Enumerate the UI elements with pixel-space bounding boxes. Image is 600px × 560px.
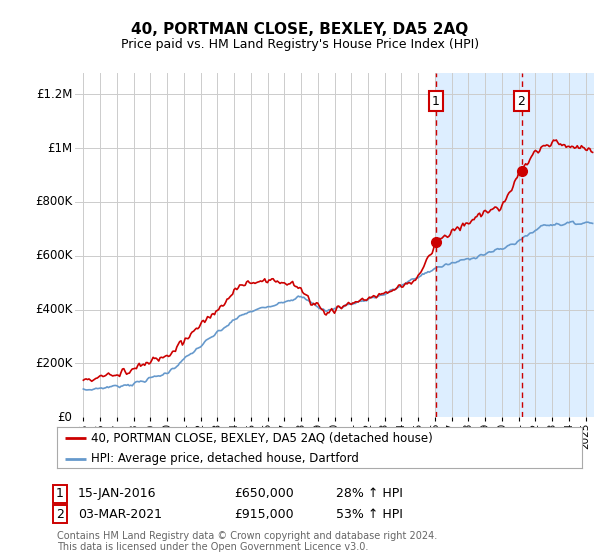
Text: £1.2M: £1.2M: [36, 88, 73, 101]
Text: 1: 1: [56, 487, 64, 501]
Text: £650,000: £650,000: [234, 487, 294, 501]
Text: 1: 1: [431, 95, 440, 108]
Text: £200K: £200K: [35, 357, 73, 370]
Text: £600K: £600K: [35, 249, 73, 262]
Text: 28% ↑ HPI: 28% ↑ HPI: [336, 487, 403, 501]
Text: 03-MAR-2021: 03-MAR-2021: [78, 507, 162, 521]
Text: Contains HM Land Registry data © Crown copyright and database right 2024.
This d: Contains HM Land Registry data © Crown c…: [57, 531, 437, 553]
Text: £0: £0: [58, 410, 73, 424]
Text: HPI: Average price, detached house, Dartford: HPI: Average price, detached house, Dart…: [91, 452, 359, 465]
Text: 2: 2: [56, 507, 64, 521]
Bar: [436, 73, 594, 417]
Text: 40, PORTMAN CLOSE, BEXLEY, DA5 2AQ: 40, PORTMAN CLOSE, BEXLEY, DA5 2AQ: [131, 22, 469, 38]
Text: £400K: £400K: [35, 303, 73, 316]
Text: Price paid vs. HM Land Registry's House Price Index (HPI): Price paid vs. HM Land Registry's House …: [121, 38, 479, 51]
Text: £915,000: £915,000: [234, 507, 293, 521]
Text: 40, PORTMAN CLOSE, BEXLEY, DA5 2AQ (detached house): 40, PORTMAN CLOSE, BEXLEY, DA5 2AQ (deta…: [91, 432, 433, 445]
Text: 15-JAN-2016: 15-JAN-2016: [78, 487, 157, 501]
Text: 2: 2: [518, 95, 526, 108]
Text: £1M: £1M: [47, 142, 73, 155]
Text: 53% ↑ HPI: 53% ↑ HPI: [336, 507, 403, 521]
Text: £800K: £800K: [35, 195, 73, 208]
